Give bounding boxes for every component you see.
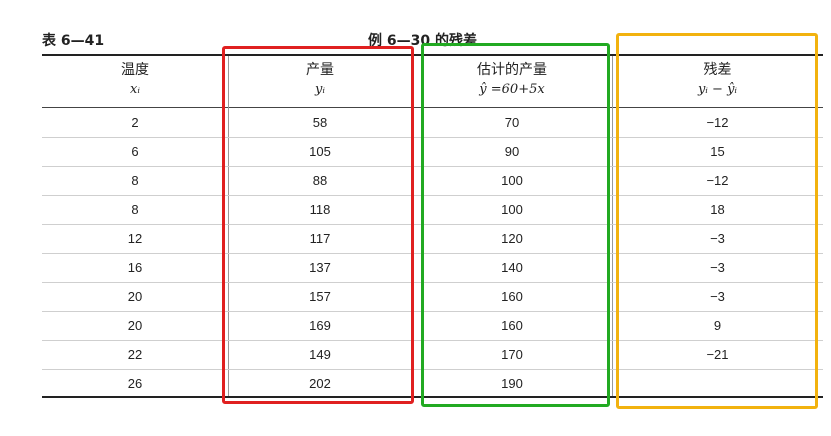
cell-estimated-yield: 70 [504, 115, 520, 130]
table-row: 22 149 170 −21 [42, 340, 823, 370]
cell-temperature: 12 [127, 231, 143, 246]
cell-temperature: 8 [131, 173, 139, 188]
cell-yield: 58 [312, 115, 328, 130]
table-row: 20 169 160 9 [42, 311, 823, 341]
bottom-rule [42, 396, 823, 398]
cell-temperature: 8 [131, 202, 139, 217]
cell-yield: 118 [309, 202, 331, 217]
header-temperature: 温度 xᵢ [42, 60, 228, 100]
table-row: 8 88 100 −12 [42, 166, 823, 196]
table-row: 8 118 100 18 [42, 195, 823, 225]
header-title: 产量 [306, 62, 334, 78]
column-divider [612, 56, 613, 396]
cell-residual: −12 [706, 115, 729, 130]
cell-residual: −3 [710, 260, 725, 275]
cell-estimated-yield: 170 [501, 347, 523, 362]
cell-temperature: 20 [127, 318, 143, 333]
highlight-box-yield [222, 46, 414, 404]
cell-yield: 117 [309, 231, 331, 246]
header-symbol: ŷ =60+5x [479, 82, 545, 97]
table-row: 6 105 90 15 [42, 137, 823, 167]
cell-estimated-yield: 90 [504, 144, 520, 159]
cell-residual: −3 [710, 289, 725, 304]
cell-yield: 202 [309, 376, 331, 391]
table-row: 12 117 120 −3 [42, 224, 823, 254]
column-divider [228, 56, 229, 396]
top-rule [42, 54, 823, 56]
cell-estimated-yield: 100 [501, 202, 523, 217]
cell-residual: −3 [710, 231, 725, 246]
header-residual: 残差 yᵢ − ŷᵢ [612, 60, 823, 100]
cell-estimated-yield: 160 [501, 318, 523, 333]
header-symbol: yᵢ [315, 82, 325, 97]
cell-yield: 157 [309, 289, 331, 304]
cell-temperature: 2 [131, 115, 139, 130]
header-symbol: xᵢ [130, 82, 140, 97]
header-title: 估计的产量 [477, 62, 547, 78]
cell-estimated-yield: 100 [501, 173, 523, 188]
table-label: 表 6—41 [42, 33, 105, 49]
table-row: 2 58 70 −12 [42, 108, 823, 138]
header-title: 温度 [121, 62, 149, 78]
header-title: 残差 [703, 62, 732, 78]
cell-residual: −21 [706, 347, 729, 362]
table-row: 20 157 160 −3 [42, 282, 823, 312]
table-row: 26 202 190 [42, 369, 823, 398]
cell-temperature: 26 [127, 376, 143, 391]
cell-yield: 137 [309, 260, 331, 275]
header-yield: 产量 yᵢ [228, 60, 412, 100]
cell-estimated-yield: 190 [501, 376, 523, 391]
highlight-box-residual [616, 33, 818, 409]
header-estimated-yield: 估计的产量 ŷ =60+5x [412, 60, 612, 100]
cell-residual: 15 [710, 144, 725, 159]
cell-yield: 88 [312, 173, 328, 188]
cell-yield: 149 [309, 347, 331, 362]
table-row: 16 137 140 −3 [42, 253, 823, 283]
cell-temperature: 22 [127, 347, 143, 362]
cell-estimated-yield: 120 [501, 231, 523, 246]
cell-temperature: 16 [127, 260, 143, 275]
cell-estimated-yield: 140 [501, 260, 523, 275]
header-symbol: yᵢ − ŷᵢ [697, 82, 738, 97]
highlight-box-estimated [421, 43, 610, 407]
cell-temperature: 20 [127, 289, 143, 304]
header-rule [42, 107, 823, 108]
cell-residual: −12 [706, 173, 729, 188]
cell-residual: 18 [710, 202, 725, 217]
cell-yield: 169 [309, 318, 331, 333]
cell-estimated-yield: 160 [501, 289, 523, 304]
cell-temperature: 6 [131, 144, 139, 159]
cell-residual: 9 [713, 318, 722, 333]
cell-yield: 105 [309, 144, 331, 159]
